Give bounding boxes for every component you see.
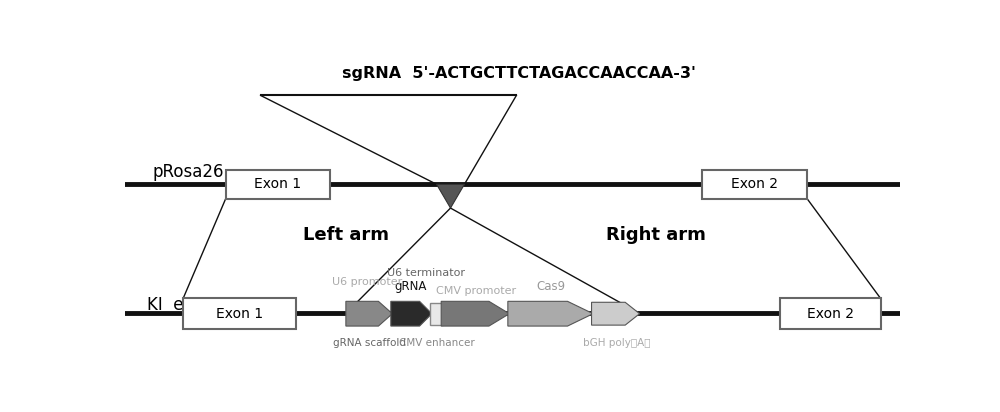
Text: U6 promoter: U6 promoter (332, 277, 403, 288)
FancyBboxPatch shape (702, 170, 807, 199)
Text: KI  enevt: KI enevt (147, 296, 220, 314)
FancyBboxPatch shape (183, 298, 296, 329)
Text: gRNA: gRNA (394, 280, 426, 293)
Polygon shape (391, 301, 432, 326)
FancyBboxPatch shape (226, 170, 330, 199)
FancyBboxPatch shape (430, 302, 443, 325)
Polygon shape (592, 302, 640, 325)
Text: Exon 2: Exon 2 (731, 177, 778, 191)
Text: Exon 2: Exon 2 (807, 307, 854, 321)
Text: Exon 1: Exon 1 (216, 307, 263, 321)
Text: pRosa26: pRosa26 (152, 163, 224, 180)
Text: Exon 1: Exon 1 (254, 177, 302, 191)
Text: CMV promoter: CMV promoter (436, 286, 516, 296)
Text: CMV enhancer: CMV enhancer (399, 338, 474, 348)
Polygon shape (441, 301, 509, 326)
Text: sgRNA  5'-ACTGCTTCTAGACCAACCAA-3': sgRNA 5'-ACTGCTTCTAGACCAACCAA-3' (342, 66, 696, 81)
Polygon shape (346, 301, 392, 326)
Text: U6 terminator: U6 terminator (387, 269, 465, 279)
Polygon shape (437, 184, 464, 208)
Polygon shape (508, 301, 593, 326)
Text: Right arm: Right arm (606, 226, 706, 244)
Text: Cas9: Cas9 (537, 280, 566, 293)
FancyBboxPatch shape (780, 298, 881, 329)
Text: gRNA scaffold: gRNA scaffold (333, 338, 406, 348)
Text: Left arm: Left arm (303, 226, 389, 244)
Text: bGH poly（A）: bGH poly（A） (583, 338, 650, 348)
